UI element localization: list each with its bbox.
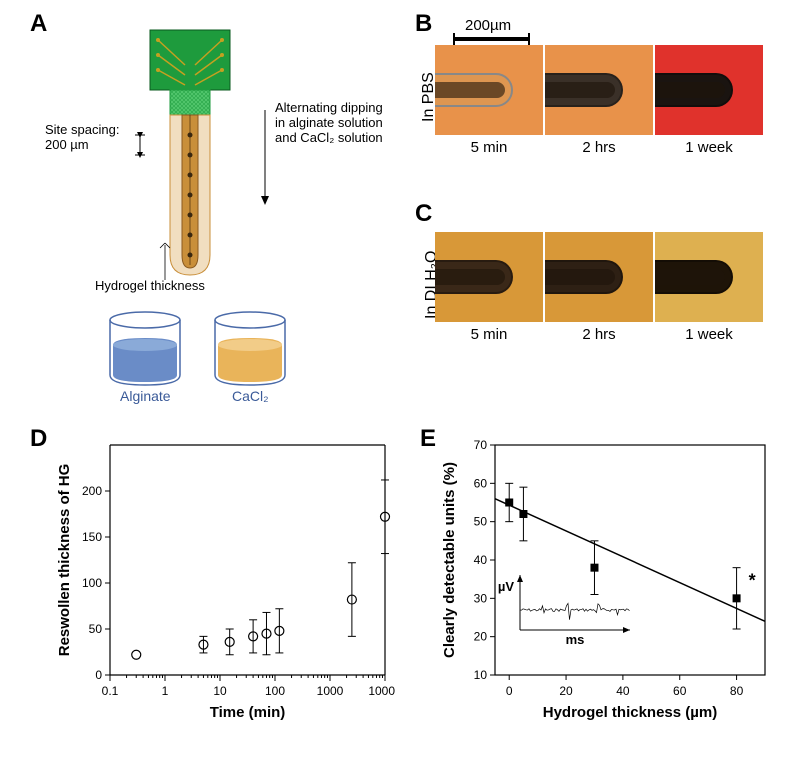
micrograph (435, 232, 543, 322)
svg-text:100: 100 (82, 576, 102, 590)
svg-text:Hydrogel thickness (µm): Hydrogel thickness (µm) (543, 704, 718, 721)
circuit-board (150, 30, 230, 90)
panel-c-micrographs: In DI H₂O 5 min2 hrs1 week (435, 232, 763, 343)
site-spacing-text: Site spacing: 200 µm (45, 122, 119, 152)
svg-text:1000: 1000 (317, 684, 344, 698)
scale-bar (455, 37, 530, 41)
micrograph (655, 232, 763, 322)
svg-text:150: 150 (82, 530, 102, 544)
chart-d-svg: 0.1 1 10 100 1000 10000 0 50 100 150 200 Time (min)… (55, 435, 395, 725)
scale-bar-text: 200µm (465, 17, 511, 34)
svg-text:60: 60 (673, 684, 687, 698)
svg-text:Reswollen thickness of HG: Reswollen thickness of HG (56, 464, 73, 657)
svg-text:20: 20 (559, 684, 573, 698)
micrograph (435, 45, 543, 135)
micrograph (545, 232, 653, 322)
beaker-right-label: CaCl₂ (232, 388, 269, 404)
svg-text:70: 70 (474, 438, 488, 452)
svg-text:40: 40 (474, 553, 488, 567)
svg-text:Time (min): Time (min) (210, 704, 286, 721)
svg-text:µV: µV (498, 579, 514, 594)
panel-a-schematic: Site spacing: 200 µm Alternating dipping… (40, 20, 390, 400)
svg-text:50: 50 (89, 622, 103, 636)
svg-text:10000: 10000 (368, 684, 395, 698)
svg-text:100: 100 (265, 684, 285, 698)
panel-d-label: D (30, 425, 47, 453)
probe-diagram (40, 20, 390, 400)
panel-b-micrographs: 200µm In PBS 5 min2 hrs1 week (435, 45, 763, 156)
svg-text:0: 0 (506, 684, 513, 698)
svg-text:*: * (749, 570, 756, 590)
time-label: 2 hrs (545, 326, 653, 343)
beaker-left-label: Alginate (120, 388, 171, 404)
hydrogel-thickness-text: Hydrogel thickness (95, 278, 205, 293)
time-label: 1 week (655, 326, 763, 343)
dipping-text: Alternating dipping in alginate solution… (275, 100, 385, 145)
time-label: 5 min (435, 139, 543, 156)
micrograph (545, 45, 653, 135)
svg-text:60: 60 (474, 476, 488, 490)
svg-text:ms: ms (566, 632, 585, 647)
svg-text:10: 10 (474, 668, 488, 682)
panel-b-label: B (415, 10, 432, 38)
svg-text:50: 50 (474, 515, 488, 529)
chart-e-svg: 0 20 40 60 80 10 20 30 40 50 60 70 * µV ms Hydrogel thi… (440, 435, 780, 725)
svg-text:80: 80 (730, 684, 744, 698)
svg-text:0.1: 0.1 (102, 684, 119, 698)
panel-c-label: C (415, 200, 432, 228)
time-label: 2 hrs (545, 139, 653, 156)
svg-text:Clearly detectable units (%): Clearly detectable units (%) (441, 462, 458, 658)
svg-text:1: 1 (162, 684, 169, 698)
svg-text:10: 10 (213, 684, 227, 698)
svg-text:200: 200 (82, 484, 102, 498)
svg-text:20: 20 (474, 630, 488, 644)
chart-d: 0.1 1 10 100 1000 10000 0 50 100 150 200 Time (min)… (55, 435, 395, 725)
panel-e-label: E (420, 425, 436, 453)
time-label: 1 week (655, 139, 763, 156)
svg-text:0: 0 (95, 668, 102, 682)
beaker-cacl2 (215, 312, 285, 385)
micrograph (655, 45, 763, 135)
time-label: 5 min (435, 326, 543, 343)
svg-text:30: 30 (474, 591, 488, 605)
chart-e: 0 20 40 60 80 10 20 30 40 50 60 70 * µV ms Hydrogel thi… (440, 435, 780, 725)
svg-text:40: 40 (616, 684, 630, 698)
beaker-alginate (110, 312, 180, 385)
